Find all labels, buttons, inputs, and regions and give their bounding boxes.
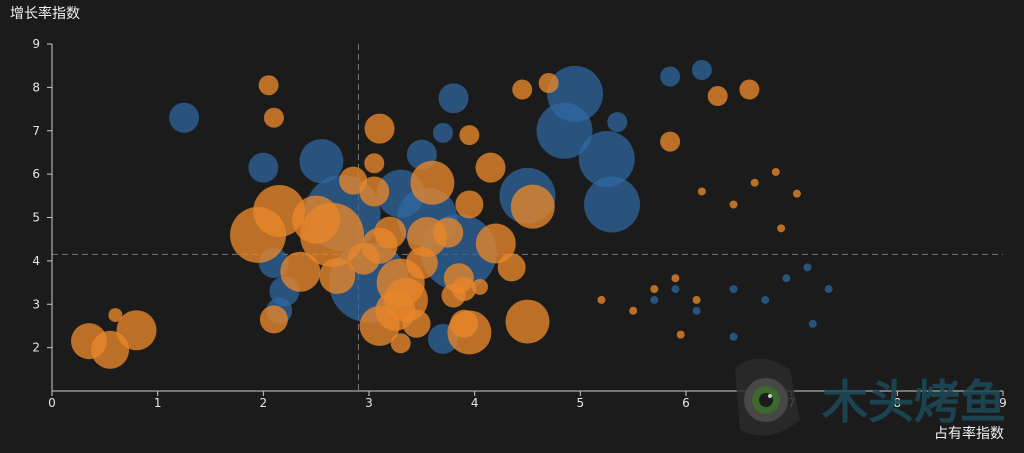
x-tick-label: 9 — [999, 396, 1007, 410]
data-point[interactable] — [692, 306, 701, 315]
y-tick-label: 9 — [32, 37, 40, 51]
data-point[interactable] — [729, 200, 738, 209]
data-point[interactable] — [505, 299, 550, 344]
data-point[interactable] — [455, 190, 484, 219]
data-point[interactable] — [447, 310, 492, 355]
data-point[interactable] — [259, 305, 288, 334]
data-point[interactable] — [512, 79, 533, 100]
data-point[interactable] — [438, 83, 469, 114]
data-point[interactable] — [536, 102, 593, 159]
data-point[interactable] — [692, 295, 701, 304]
x-tick-label: 2 — [260, 396, 268, 410]
y-axis-title: 增长率指数 — [10, 5, 80, 22]
x-tick-label: 8 — [894, 396, 902, 410]
data-point[interactable] — [792, 189, 801, 198]
data-point[interactable] — [258, 75, 279, 96]
data-point[interactable] — [808, 319, 817, 328]
data-point[interactable] — [497, 253, 526, 282]
y-tick-label: 2 — [32, 341, 40, 355]
data-point[interactable] — [660, 131, 681, 152]
data-point[interactable] — [263, 107, 284, 128]
watermark-text: 木头烤鱼 — [822, 375, 1006, 429]
data-point[interactable] — [761, 295, 770, 304]
data-point[interactable] — [452, 277, 477, 302]
x-tick-label: 6 — [682, 396, 690, 410]
data-point[interactable] — [471, 278, 488, 295]
data-point[interactable] — [433, 217, 464, 248]
data-point[interactable] — [803, 263, 812, 272]
data-point[interactable] — [475, 223, 516, 264]
data-point[interactable] — [782, 274, 791, 283]
data-point[interactable] — [374, 216, 407, 249]
watermark: 木头烤鱼 — [735, 358, 1006, 436]
data-point[interactable] — [475, 152, 506, 183]
x-tick-label: 5 — [577, 396, 585, 410]
data-point[interactable] — [824, 285, 833, 294]
camera-logo-icon — [744, 378, 788, 422]
data-point[interactable] — [729, 285, 738, 294]
data-point[interactable] — [364, 113, 395, 144]
data-point[interactable] — [390, 333, 411, 354]
data-point[interactable] — [691, 60, 712, 81]
data-point[interactable] — [538, 73, 559, 94]
data-point[interactable] — [671, 285, 680, 294]
data-point[interactable] — [771, 167, 780, 176]
data-point[interactable] — [650, 285, 659, 294]
y-tick-label: 7 — [32, 124, 40, 138]
data-point[interactable] — [299, 139, 344, 184]
data-point[interactable] — [578, 130, 635, 187]
data-point[interactable] — [597, 295, 606, 304]
x-axis-title: 占有率指数 — [934, 425, 1004, 442]
y-tick-label: 5 — [32, 211, 40, 225]
series-1 — [70, 73, 801, 369]
data-point[interactable] — [359, 176, 390, 207]
data-point[interactable] — [169, 102, 200, 133]
data-point[interactable] — [248, 152, 279, 183]
data-point[interactable] — [660, 66, 681, 87]
x-tick-label: 3 — [365, 396, 373, 410]
data-point[interactable] — [607, 112, 628, 133]
data-point[interactable] — [116, 310, 157, 351]
data-point[interactable] — [253, 184, 306, 237]
y-tick-label: 8 — [32, 80, 40, 94]
y-tick-label: 3 — [32, 297, 40, 311]
data-point[interactable] — [364, 153, 385, 174]
y-tick-label: 4 — [32, 254, 40, 268]
data-point[interactable] — [676, 330, 685, 339]
data-point[interactable] — [410, 160, 455, 205]
x-tick-label: 1 — [154, 396, 162, 410]
data-point[interactable] — [777, 224, 786, 233]
y-tick-label: 6 — [32, 167, 40, 181]
data-point[interactable] — [750, 178, 759, 187]
data-point[interactable] — [432, 122, 453, 143]
data-point[interactable] — [739, 79, 760, 100]
data-point[interactable] — [319, 258, 356, 295]
data-point[interactable] — [671, 274, 680, 283]
data-point[interactable] — [459, 125, 480, 146]
data-point[interactable] — [510, 184, 555, 229]
x-tick-label: 0 — [48, 396, 56, 410]
data-point[interactable] — [629, 306, 638, 315]
data-point[interactable] — [697, 187, 706, 196]
data-point[interactable] — [300, 202, 365, 267]
data-point[interactable] — [707, 86, 728, 107]
data-point[interactable] — [729, 332, 738, 341]
data-point[interactable] — [650, 295, 659, 304]
x-tick-label: 4 — [471, 396, 479, 410]
data-point[interactable] — [108, 308, 123, 323]
data-point[interactable] — [402, 309, 431, 338]
data-points — [70, 60, 833, 369]
data-point[interactable] — [280, 251, 321, 292]
data-point[interactable] — [584, 176, 641, 233]
